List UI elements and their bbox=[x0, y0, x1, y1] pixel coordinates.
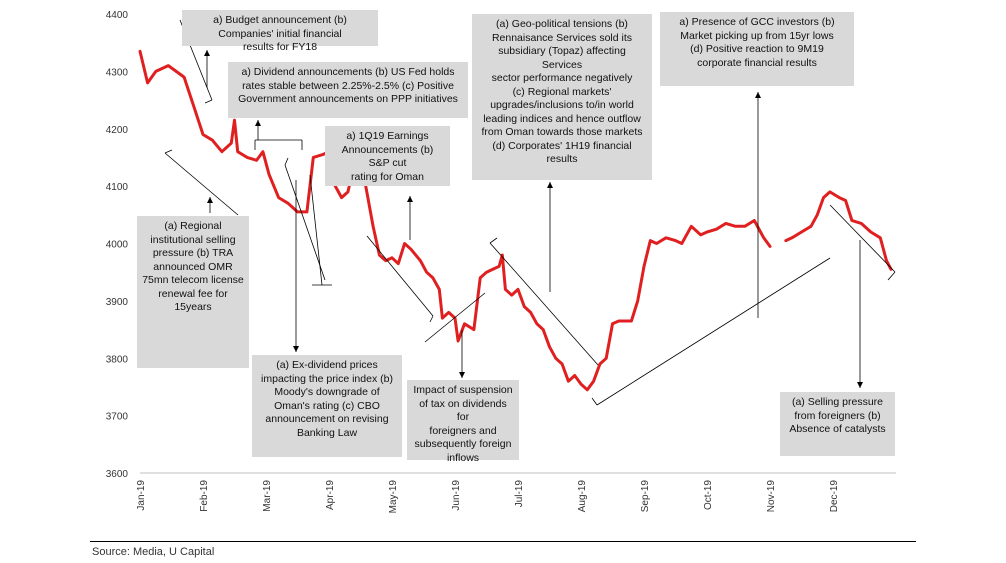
x-tick-label: Apr-19 bbox=[325, 480, 336, 510]
annotation-foreign-selling: (a) Selling pressure from foreigners (b)… bbox=[780, 392, 895, 456]
x-tick-label: Aug-19 bbox=[577, 480, 588, 513]
annotation-ex-dividend: (a) Ex-dividend prices impacting the pri… bbox=[252, 355, 402, 457]
bracket-line bbox=[424, 292, 486, 343]
x-tick-label: Nov-19 bbox=[766, 480, 777, 513]
x-tick-label: Sep-19 bbox=[640, 480, 651, 513]
arrow-head bbox=[857, 382, 863, 388]
bracket-line bbox=[204, 99, 213, 104]
series-layer bbox=[138, 49, 893, 392]
annotation-tax-suspension: Impact of suspension of tax on dividends… bbox=[407, 380, 519, 464]
bracket-line bbox=[596, 257, 831, 406]
y-tick-label: 4400 bbox=[106, 10, 129, 21]
x-tick-label: Jul-19 bbox=[514, 480, 525, 508]
annotation-budget: a) Budget announcement (b) Companies' in… bbox=[182, 10, 378, 53]
x-tick-label: Mar-19 bbox=[262, 480, 273, 512]
arrow-head bbox=[204, 50, 210, 56]
arrow-head bbox=[755, 92, 761, 98]
y-tick-label: 4300 bbox=[106, 67, 129, 78]
bracket-line bbox=[366, 235, 434, 317]
arrow-head bbox=[293, 346, 299, 352]
bracket-line bbox=[164, 149, 173, 154]
series-line bbox=[784, 190, 893, 271]
y-tick-label: 3800 bbox=[106, 354, 129, 365]
bracket-line bbox=[164, 152, 239, 216]
annotation-dividend: a) Dividend announcements (b) US Fed hol… bbox=[228, 62, 468, 118]
bracket-line bbox=[591, 397, 598, 406]
bracket-line bbox=[309, 174, 323, 286]
x-tick-label: Dec-19 bbox=[829, 480, 840, 513]
y-tick-label: 3600 bbox=[106, 469, 129, 480]
source-note: Source: Media, U Capital bbox=[92, 546, 215, 558]
y-tick-label: 4200 bbox=[106, 125, 129, 136]
annotation-geopolitical: (a) Geo-political tensions (b) Rennaisan… bbox=[472, 14, 652, 180]
y-tick-label: 3900 bbox=[106, 297, 129, 308]
y-tick-label: 4000 bbox=[106, 240, 129, 251]
source-divider bbox=[90, 541, 916, 542]
annotation-gcc-investors: a) Presence of GCC investors (b) Market … bbox=[660, 12, 854, 86]
arrow-head bbox=[547, 182, 553, 188]
series-line bbox=[138, 49, 772, 392]
bracket-line bbox=[887, 271, 896, 281]
y-axis: 3600 3700 3800 3900 4000 4100 4200 4300 4400 bbox=[106, 10, 896, 480]
arrow-head bbox=[255, 120, 261, 126]
bracket-line bbox=[489, 237, 498, 244]
annotation-q1-earnings: a) 1Q19 Earnings Announcements (b) S&P c… bbox=[325, 126, 450, 186]
arrow-head bbox=[459, 372, 465, 378]
x-tick-label: Oct-19 bbox=[703, 480, 714, 510]
annotation-regional-selling: (a) Regional institutional selling press… bbox=[137, 216, 249, 368]
arrow-head bbox=[207, 197, 213, 203]
bracket-line bbox=[829, 204, 896, 273]
x-tick-label: May-19 bbox=[388, 480, 399, 514]
bracket-line bbox=[429, 315, 434, 323]
arrow-head bbox=[407, 196, 413, 202]
x-tick-label: Jun-19 bbox=[451, 480, 462, 511]
y-tick-label: 4100 bbox=[106, 182, 129, 193]
x-axis: Jan-19 Feb-19 Mar-19 Apr-19 May-19 Jun-19 Jul-… bbox=[136, 480, 840, 514]
x-tick-label: Jan-19 bbox=[136, 480, 147, 511]
x-tick-label: Feb-19 bbox=[199, 480, 210, 512]
bracket-line bbox=[489, 242, 599, 366]
bracket-line bbox=[284, 157, 289, 166]
y-tick-label: 3700 bbox=[106, 412, 129, 423]
bracket-line bbox=[284, 164, 326, 281]
